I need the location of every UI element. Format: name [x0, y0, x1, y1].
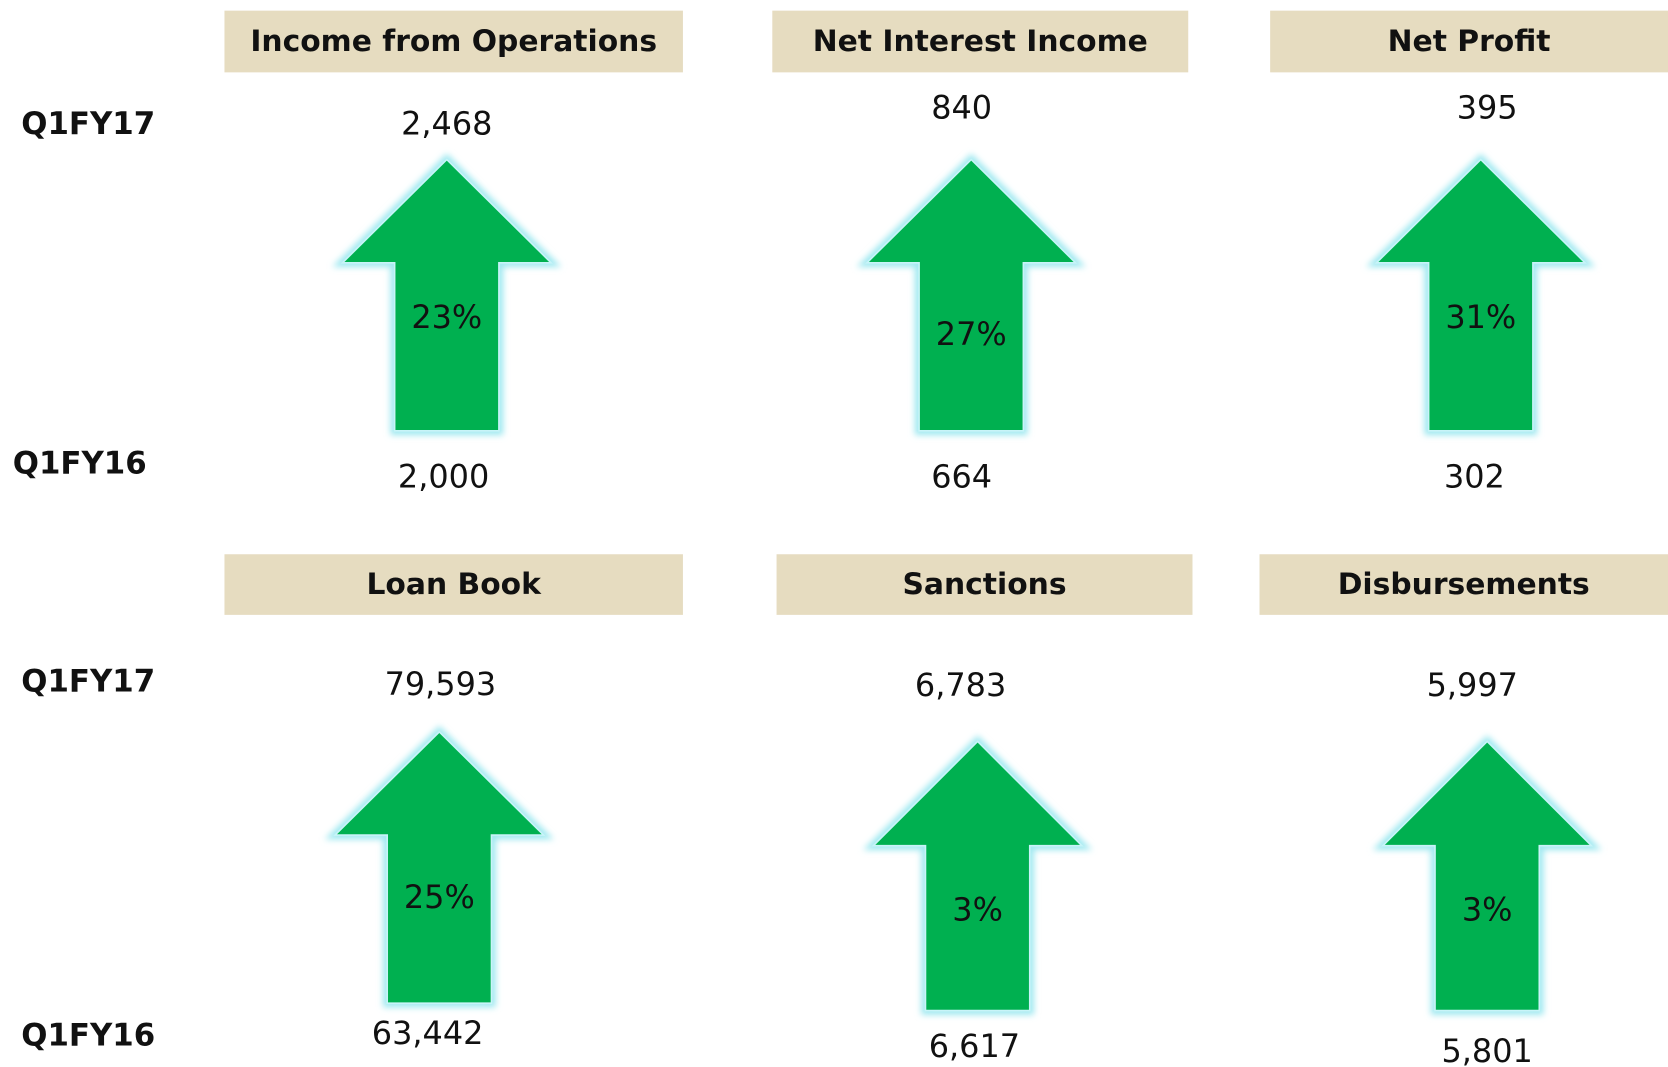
panel-header: [1259, 554, 1668, 615]
previous-value: 664: [931, 458, 992, 496]
previous-value: 302: [1444, 458, 1505, 496]
current-value: 6,783: [915, 666, 1006, 704]
up-arrow: [1374, 158, 1587, 432]
panel-title: Income from Operations: [250, 24, 657, 59]
up-arrow: [865, 158, 1078, 432]
growth-percent: 27%: [936, 315, 1007, 353]
metric-panel: Loan Book 79,593 63,442 25%: [224, 554, 683, 1052]
previous-value: 5,801: [1441, 1032, 1532, 1067]
row-label: Q1FY16: [21, 1018, 155, 1054]
current-value: 395: [1457, 89, 1518, 127]
metric-panel: Disbursements 5,997 5,801 3%: [1259, 554, 1668, 1067]
row-label: Q1FY17: [21, 106, 155, 142]
current-value: 5,997: [1427, 666, 1518, 704]
growth-percent: 3%: [1462, 891, 1513, 929]
row-label: Q1FY16: [13, 445, 147, 481]
panel-title: Loan Book: [366, 567, 542, 602]
panel-header: [1270, 10, 1668, 73]
up-arrow: [871, 740, 1084, 1012]
metric-panel: Net Interest Income 840 664 27%: [772, 10, 1189, 496]
growth-percent: 31%: [1445, 298, 1516, 336]
previous-value: 63,442: [372, 1014, 484, 1052]
panel-header: [224, 554, 683, 615]
up-arrow: [1380, 740, 1594, 1012]
panel-header: [224, 10, 683, 73]
metric-panel: Income from Operations 2,468 2,000 23%: [224, 10, 683, 496]
previous-value: 6,617: [929, 1027, 1020, 1065]
current-value: 79,593: [385, 665, 497, 703]
current-value: 2,468: [401, 105, 492, 143]
panel-title: Sanctions: [902, 567, 1066, 602]
up-arrow: [340, 158, 553, 432]
panel-title: Net Interest Income: [813, 24, 1148, 59]
previous-value: 2,000: [398, 458, 489, 496]
panel-header: [772, 10, 1189, 73]
growth-percent: 25%: [404, 878, 475, 916]
row-label: Q1FY17: [21, 663, 155, 699]
panel-header: [776, 554, 1193, 615]
current-value: 840: [931, 89, 992, 127]
metric-panel: Sanctions 6,783 6,617 3%: [776, 554, 1193, 1065]
panel-title: Net Profit: [1388, 24, 1551, 59]
growth-percent: 3%: [952, 891, 1003, 929]
growth-percent: 23%: [411, 298, 482, 336]
up-arrow: [333, 730, 546, 1004]
metric-panel: Net Profit 395 302 31%: [1270, 10, 1668, 496]
panel-title: Disbursements: [1338, 567, 1590, 602]
